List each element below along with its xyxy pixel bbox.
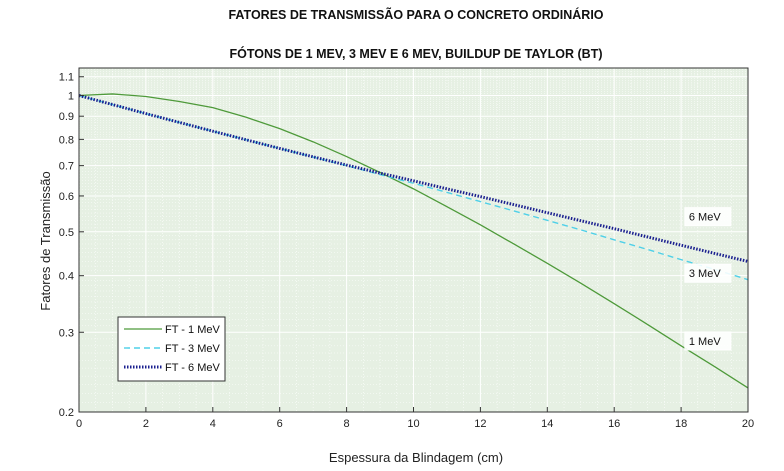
legend-label-1: FT - 1 MeV <box>165 324 220 336</box>
chart-suptitle: FATORES DE TRANSMISSÃO PARA O CONCRETO O… <box>228 7 603 22</box>
x-tick-label: 12 <box>474 418 486 430</box>
legend-box <box>117 316 226 382</box>
x-axis-label: Espessura da Blindagem (cm) <box>329 450 503 465</box>
y-tick-label: 0.5 <box>59 227 74 239</box>
y-tick-label: 0.4 <box>59 271 74 283</box>
y-tick-label: 1.1 <box>59 72 74 84</box>
chart-title: FÓTONS DE 1 MEV, 3 MEV E 6 MEV, BUILDUP … <box>230 46 603 61</box>
x-tick-label: 20 <box>742 418 754 430</box>
annotation-box <box>684 263 732 283</box>
annotation-label: 1 MeV <box>689 336 721 348</box>
y-tick-label: 0.2 <box>59 407 74 419</box>
series-line-1 <box>78 93 749 389</box>
legend: FT - 1 MeV FT - 3 MeV FT - 6 MeV <box>117 316 226 382</box>
y-tick-label: 0.9 <box>59 111 74 123</box>
x-tick-label: 8 <box>344 418 350 430</box>
x-axis: 0 2 4 6 8 10 12 14 16 18 20 <box>76 407 754 430</box>
y-tick-label: 0.6 <box>59 191 74 203</box>
x-tick-label: 16 <box>608 418 620 430</box>
y-axis: 0.2 0.3 0.4 0.5 0.6 0.7 0.8 0.9 1 1.1 <box>59 72 84 419</box>
y-tick-label: 0.3 <box>59 327 74 339</box>
legend-label-3: FT - 6 MeV <box>165 362 220 374</box>
annotations: 6 MeV 3 MeV 1 MeV <box>684 207 732 351</box>
x-tick-label: 6 <box>277 418 283 430</box>
y-tick-label: 0.8 <box>59 134 74 146</box>
series-line-3 <box>78 94 749 263</box>
annotation-2: 3 MeV <box>684 263 732 283</box>
x-tick-label: 4 <box>210 418 216 430</box>
x-tick-label: 0 <box>76 418 82 430</box>
y-tick-label: 1 <box>68 90 74 102</box>
x-tick-label: 2 <box>143 418 149 430</box>
annotation-label: 6 MeV <box>689 212 721 224</box>
series-layer <box>78 93 749 389</box>
y-axis-label: Fatores de Transmissão <box>38 171 53 310</box>
legend-label-2: FT - 3 MeV <box>165 343 220 355</box>
x-tick-label: 18 <box>675 418 687 430</box>
annotation-3: 1 MeV <box>684 331 732 351</box>
y-tick-label: 0.7 <box>59 161 74 173</box>
x-tick-label: 10 <box>407 418 419 430</box>
annotation-box <box>684 331 732 351</box>
annotation-box <box>684 207 732 227</box>
annotation-label: 3 MeV <box>689 268 721 280</box>
x-tick-label: 14 <box>541 418 553 430</box>
annotation-1: 6 MeV <box>684 207 732 227</box>
